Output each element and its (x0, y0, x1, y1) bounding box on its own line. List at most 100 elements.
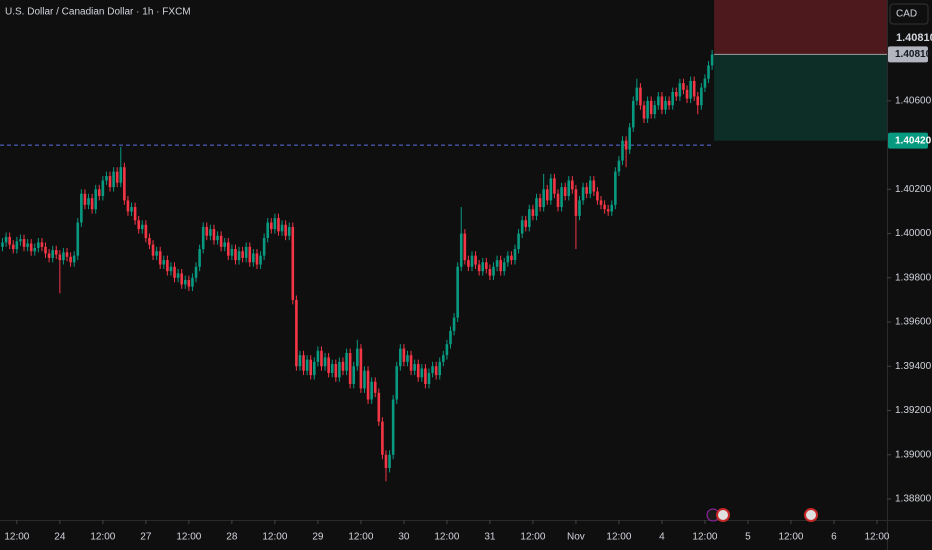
candle-body (646, 100, 649, 119)
candle-body (144, 224, 148, 238)
candle-body (173, 266, 176, 278)
candle-body (101, 180, 105, 196)
candle-body (599, 200, 603, 205)
candle-body (97, 189, 101, 196)
x-tick-label: 12:00 (90, 532, 115, 543)
candle-body (133, 207, 137, 221)
candle-body (495, 260, 499, 267)
candle-body (445, 344, 449, 356)
candle-body (424, 368, 427, 384)
candle-body (631, 100, 635, 128)
candle-body (499, 260, 502, 272)
candle-body (108, 176, 112, 188)
candle-body (492, 266, 495, 276)
x-tick-label: 24 (54, 532, 66, 543)
candle-body (40, 242, 44, 247)
candle-body (427, 372, 431, 384)
candle-body (140, 224, 144, 230)
candle-body (696, 96, 700, 106)
x-tick-label: 31 (484, 532, 496, 543)
candle-body (363, 370, 366, 389)
candle-body (682, 83, 685, 90)
candle-body (191, 277, 194, 287)
y-tick-label: 1.38800 (895, 494, 932, 505)
currency-label[interactable]: CAD (896, 9, 917, 20)
candle-body (212, 229, 216, 241)
price-text: 1.40810 (896, 32, 932, 44)
candle-body (269, 222, 273, 230)
candle-body (105, 176, 108, 181)
candle-body (1, 242, 4, 247)
candle-body (635, 87, 639, 101)
candle-body (151, 244, 155, 256)
x-tick-label: 12:00 (434, 532, 459, 543)
candle-body (560, 187, 563, 208)
candle-body (366, 370, 370, 400)
candle-body (434, 366, 438, 376)
candle-body (130, 207, 133, 212)
candle-body (309, 359, 313, 376)
candle-body (628, 127, 631, 150)
candle-body (707, 65, 710, 79)
entry-badge (888, 46, 928, 63)
candle-body (348, 353, 352, 384)
candle-body (356, 348, 359, 367)
candle-body (542, 189, 545, 208)
candle-body (262, 237, 266, 256)
candle-body (459, 233, 463, 267)
candle-body (126, 200, 130, 212)
candle-body (237, 251, 241, 261)
candle-body (470, 255, 474, 267)
candle-body (352, 366, 356, 384)
candle-body (581, 187, 585, 201)
candle-body (674, 92, 678, 97)
candle-body (391, 399, 395, 455)
y-tick-label: 1.39400 (895, 361, 932, 372)
candle-body (531, 209, 535, 216)
x-tick-label: 5 (745, 532, 751, 543)
candle-body (302, 355, 305, 371)
candle-body (614, 171, 617, 205)
candle-body (19, 239, 22, 242)
candle-body (72, 255, 76, 263)
candle-body (467, 260, 470, 267)
candle-body (481, 262, 485, 272)
candle-body (180, 273, 184, 285)
y-tick-label: 1.40000 (895, 228, 932, 239)
candle-body (320, 350, 323, 367)
candle-body (316, 350, 320, 362)
candle-body (234, 249, 237, 261)
candle-body (574, 189, 578, 216)
x-tick-label: 12:00 (4, 532, 29, 543)
candle-body (610, 204, 614, 212)
event-icon[interactable] (804, 508, 818, 522)
candle-body (556, 193, 560, 208)
candle-body (474, 255, 477, 265)
candle-body (291, 226, 295, 300)
candle-body (80, 193, 83, 223)
candle-body (402, 348, 406, 362)
candle-body (592, 180, 596, 192)
candle-body (456, 266, 459, 318)
currency-button[interactable] (889, 3, 929, 25)
candle-body (660, 96, 664, 110)
x-tick-label: 12:00 (606, 532, 631, 543)
candle-body (65, 252, 69, 257)
candle-body (449, 330, 452, 345)
candle-body (624, 140, 628, 150)
candle-body (26, 243, 29, 247)
candle-body (8, 236, 11, 245)
candle-body (209, 229, 212, 236)
candle-body (305, 359, 309, 371)
event-icon[interactable] (716, 508, 730, 522)
candle-body (33, 247, 37, 252)
x-tick-label: 4 (659, 532, 665, 543)
candle-body (520, 220, 524, 234)
entry-badge-label: 1.40810 (895, 49, 932, 60)
plot (0, 0, 887, 482)
candle-body (58, 254, 62, 261)
candle-body (29, 243, 33, 252)
candle-body (83, 193, 87, 205)
x-tick-label: 12:00 (778, 532, 803, 543)
